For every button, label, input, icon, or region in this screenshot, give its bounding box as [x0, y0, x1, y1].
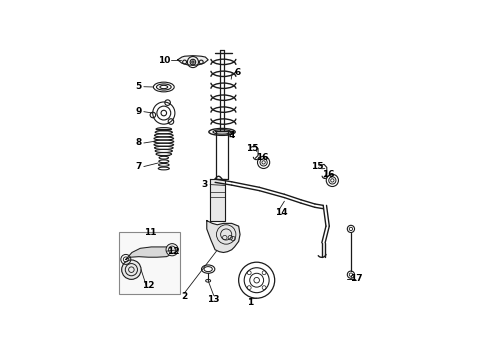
Text: 5: 5 — [136, 82, 142, 91]
Text: 17: 17 — [349, 274, 362, 283]
Polygon shape — [207, 221, 240, 252]
Text: 3: 3 — [201, 180, 207, 189]
Text: 13: 13 — [207, 295, 220, 304]
Text: 10: 10 — [158, 56, 171, 65]
Text: 8: 8 — [136, 139, 142, 148]
Text: 7: 7 — [136, 162, 142, 171]
Bar — [120, 232, 180, 294]
Text: 16: 16 — [322, 170, 335, 179]
Text: 6: 6 — [234, 68, 241, 77]
Text: 14: 14 — [275, 208, 288, 217]
Text: 12: 12 — [142, 281, 155, 290]
Text: 2: 2 — [181, 292, 187, 301]
Text: 11: 11 — [144, 228, 156, 237]
Text: 4: 4 — [228, 131, 235, 140]
Text: 16: 16 — [256, 153, 269, 162]
Circle shape — [166, 244, 178, 256]
Polygon shape — [126, 247, 175, 260]
Text: 15: 15 — [312, 162, 324, 171]
Text: 15: 15 — [245, 144, 258, 153]
Circle shape — [122, 260, 141, 279]
Text: 1: 1 — [246, 298, 253, 307]
Text: 12: 12 — [167, 247, 179, 256]
Text: 9: 9 — [136, 107, 142, 116]
Polygon shape — [210, 179, 225, 221]
Polygon shape — [178, 56, 208, 66]
